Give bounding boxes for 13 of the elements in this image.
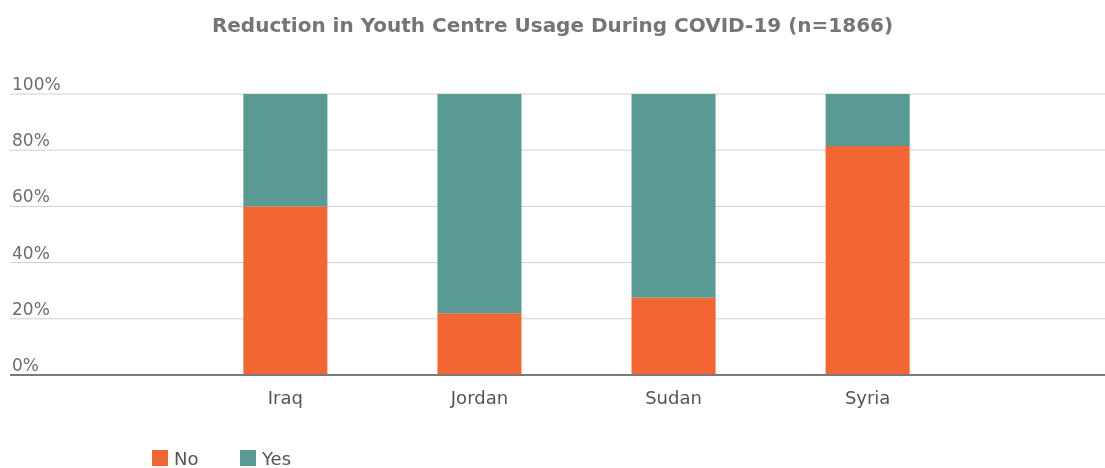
y-tick-label: 100% (12, 74, 61, 94)
x-tick-label: Sudan (645, 387, 702, 408)
y-tick-label: 40% (12, 242, 50, 263)
y-tick-label: 60% (12, 186, 50, 207)
y-tick-label: 80% (12, 130, 50, 151)
x-tick-label: Iraq (267, 387, 303, 408)
x-tick-label: Syria (844, 387, 891, 408)
y-tick-label: 0% (12, 355, 39, 375)
y-tick-label: 20% (12, 298, 50, 319)
chart-title: Reduction in Youth Centre Usage During COVID-19 (n=1866) (211, 13, 894, 37)
legend-label: Yes (261, 448, 292, 468)
legend-label: No (174, 448, 199, 468)
x-tick-label: Jordan (449, 387, 509, 408)
